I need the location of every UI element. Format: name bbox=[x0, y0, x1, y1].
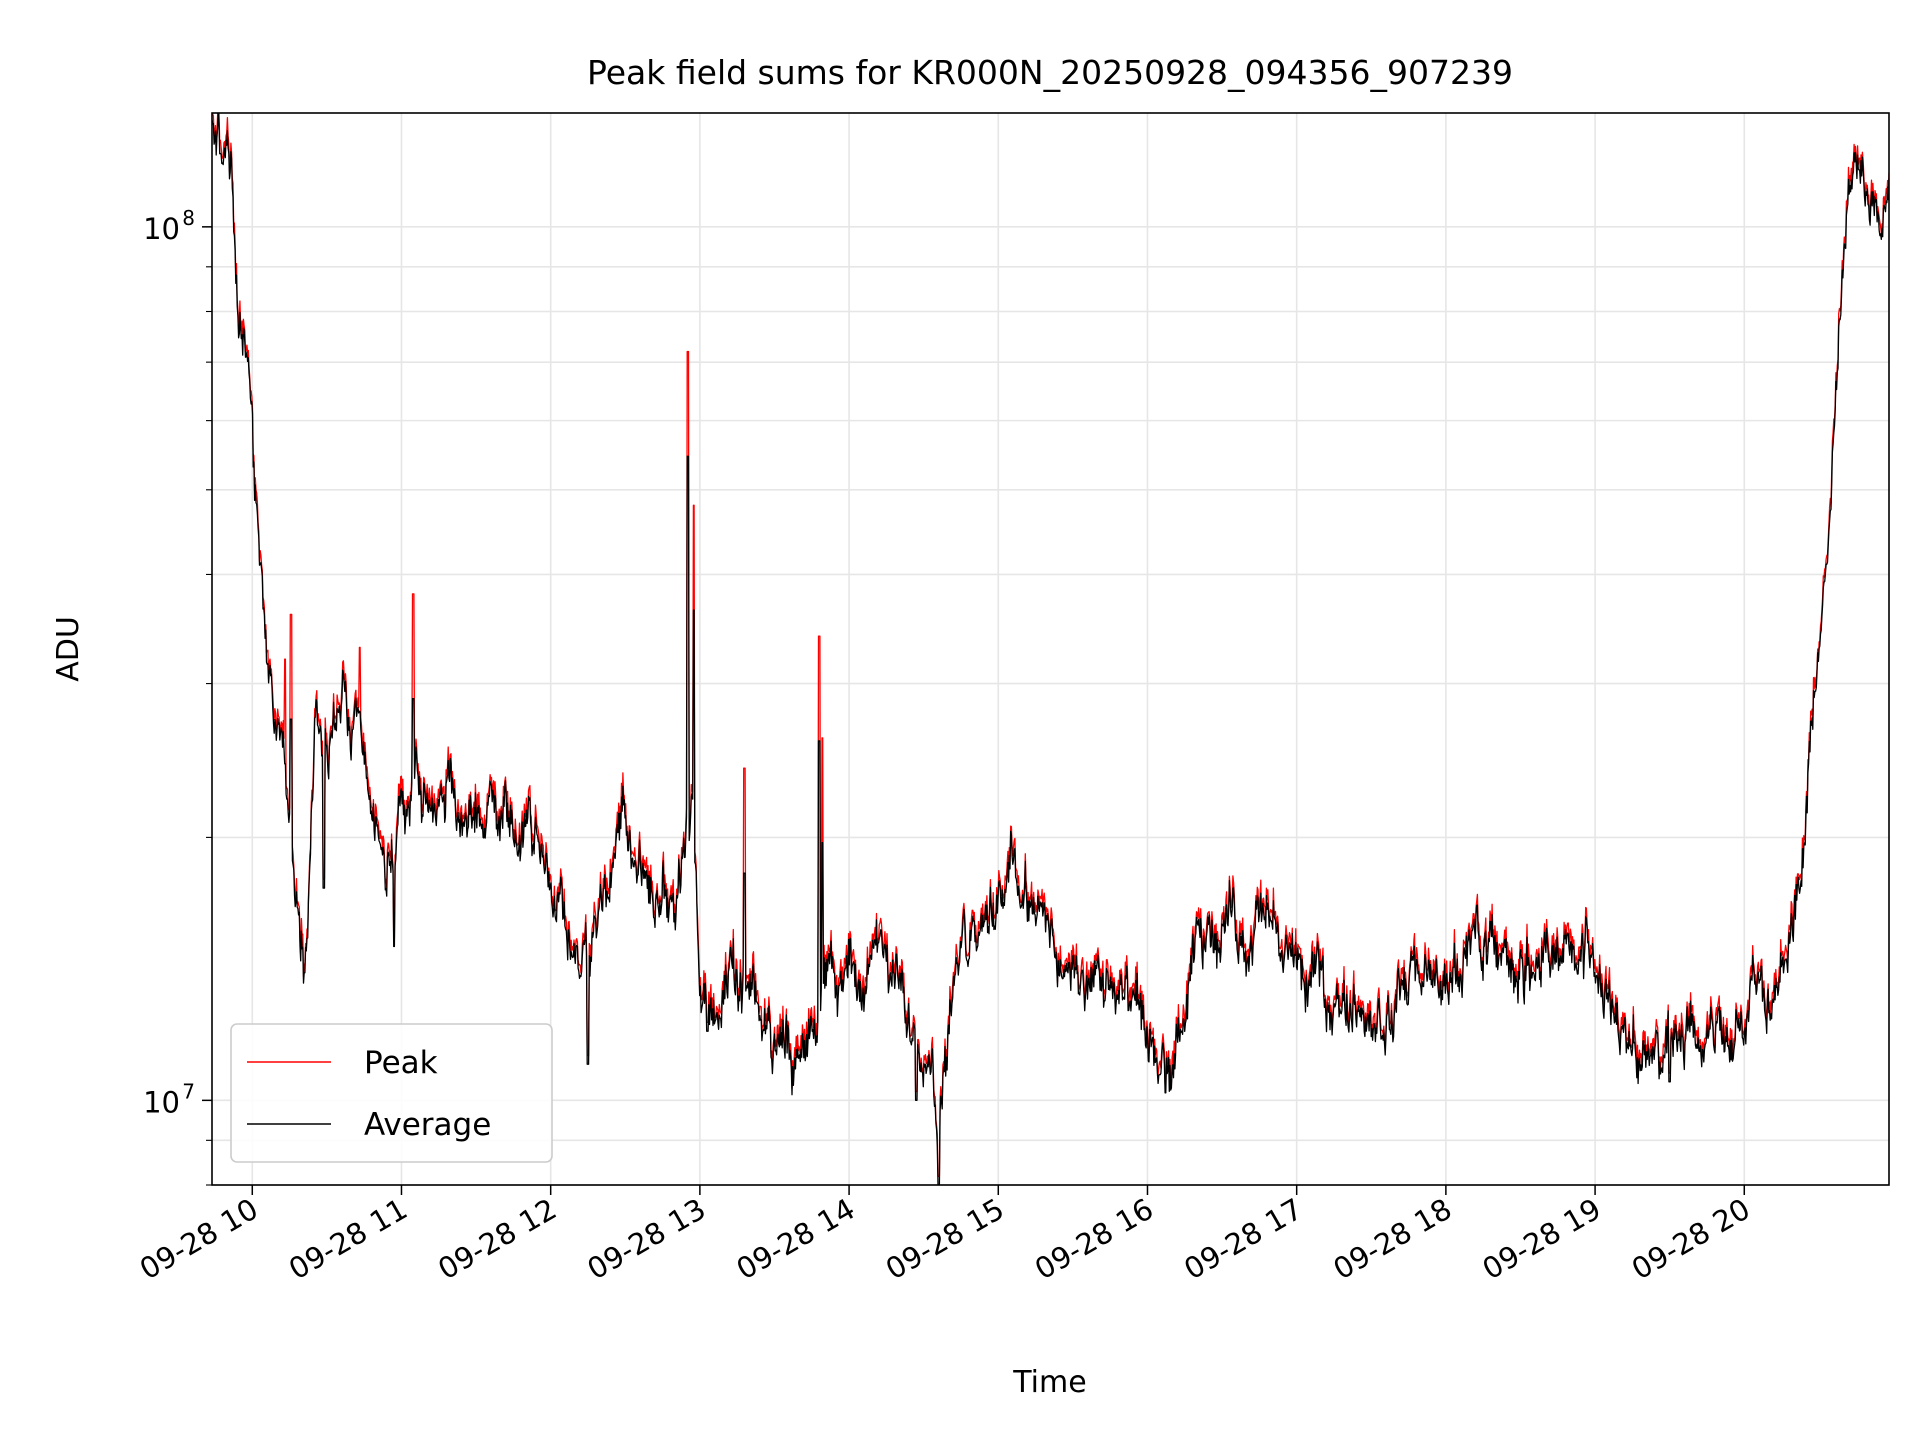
plot-area bbox=[212, 113, 1889, 1185]
chart-title: Peak field sums for KR000N_20250928_0943… bbox=[587, 53, 1513, 92]
legend-label-peak: Peak bbox=[364, 1045, 438, 1081]
y-axis-label: ADU bbox=[51, 616, 86, 682]
y-tick-label: 10 bbox=[143, 1085, 180, 1119]
legend-label-average: Average bbox=[364, 1107, 491, 1143]
legend: Peak Average bbox=[230, 1023, 553, 1163]
x-axis-label: Time bbox=[1012, 1365, 1086, 1400]
y-tick-exponent: 7 bbox=[182, 1079, 195, 1103]
y-tick-exponent: 8 bbox=[182, 206, 195, 230]
y-tick-label: 10 bbox=[143, 212, 180, 246]
series-line-peak bbox=[212, 113, 1889, 1177]
legend-box bbox=[230, 1023, 553, 1163]
series-line-average bbox=[212, 113, 1889, 1185]
plot-frame bbox=[211, 112, 1890, 1186]
